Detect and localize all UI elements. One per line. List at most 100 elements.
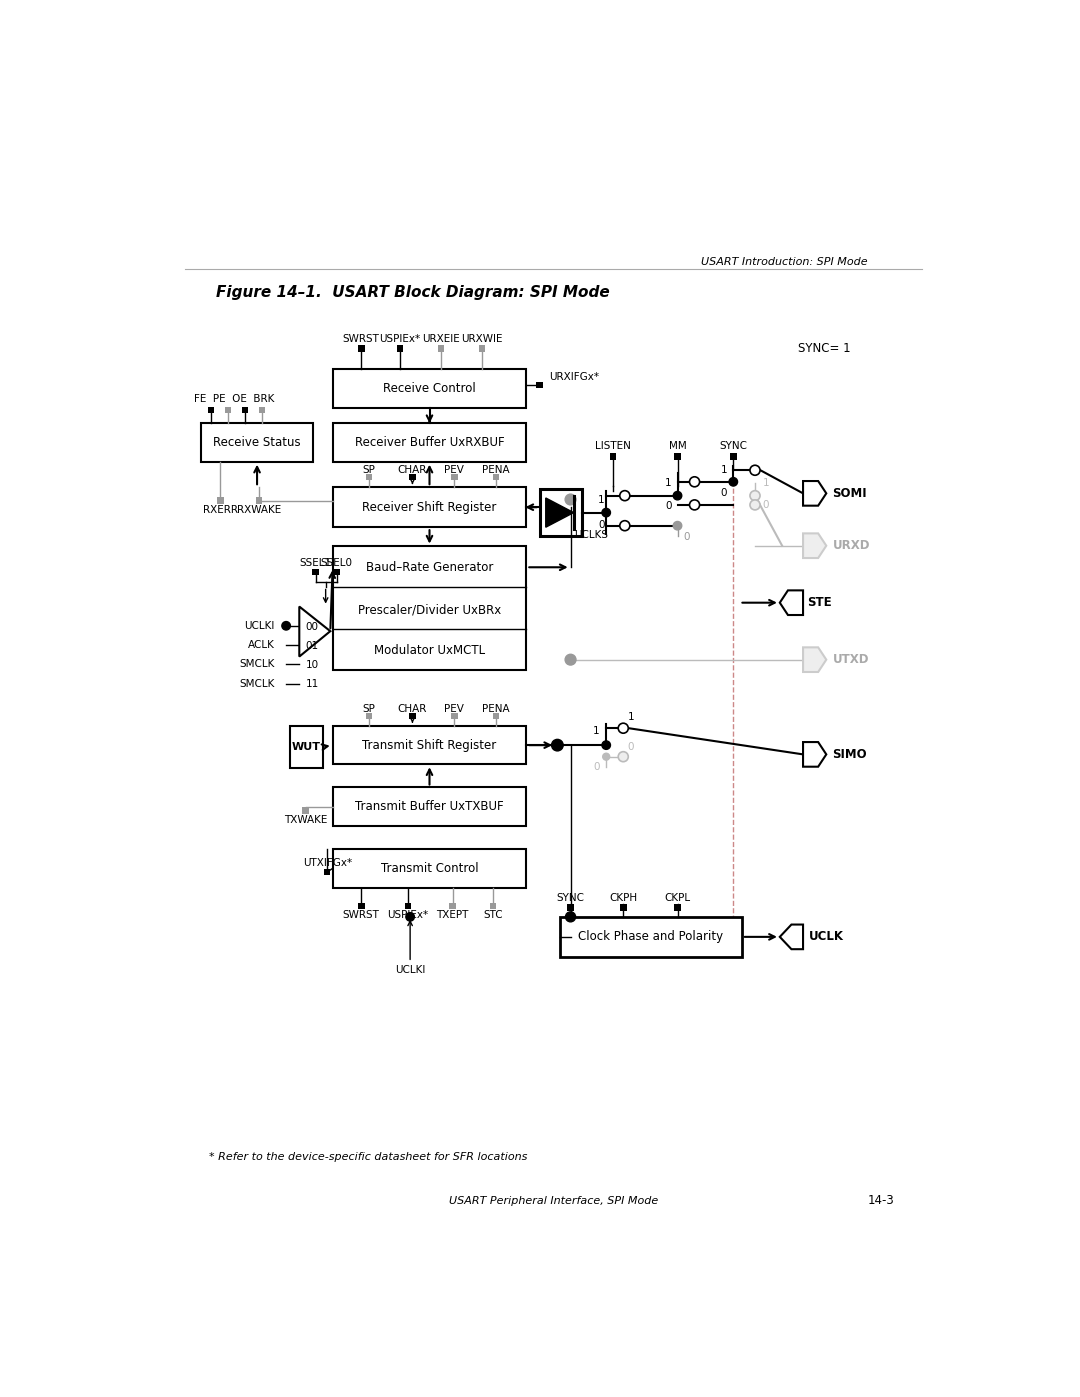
Bar — [409, 712, 416, 719]
Text: 00: 00 — [306, 622, 319, 631]
Text: FE  PE  OE  BRK: FE PE OE BRK — [194, 394, 274, 404]
FancyBboxPatch shape — [333, 726, 526, 764]
FancyBboxPatch shape — [333, 849, 526, 887]
Circle shape — [566, 912, 576, 922]
Circle shape — [565, 654, 576, 665]
Text: 1: 1 — [762, 478, 769, 489]
Polygon shape — [804, 742, 826, 767]
Bar — [537, 381, 543, 388]
Bar — [492, 474, 499, 481]
Bar — [207, 407, 214, 414]
Text: CKPL: CKPL — [664, 893, 690, 902]
Text: 0: 0 — [720, 489, 727, 499]
Bar — [256, 497, 262, 503]
Bar — [451, 474, 458, 481]
Text: STC: STC — [483, 911, 503, 921]
FancyBboxPatch shape — [291, 726, 323, 768]
Text: SYNC: SYNC — [719, 441, 747, 451]
Text: CKPH: CKPH — [609, 893, 637, 902]
Bar — [610, 453, 617, 460]
FancyBboxPatch shape — [333, 488, 526, 527]
Text: SIMO: SIMO — [833, 747, 867, 761]
Text: Baud–Rate Generator: Baud–Rate Generator — [366, 560, 494, 574]
Bar — [302, 807, 309, 814]
Text: Receiver Shift Register: Receiver Shift Register — [362, 500, 497, 514]
Bar — [366, 712, 373, 719]
Polygon shape — [299, 606, 330, 657]
Text: SMCLK: SMCLK — [239, 679, 274, 689]
Text: 0: 0 — [598, 520, 605, 529]
Text: URXEIE: URXEIE — [422, 334, 460, 344]
Circle shape — [406, 912, 415, 921]
Text: 0: 0 — [684, 532, 690, 542]
FancyBboxPatch shape — [333, 788, 526, 826]
Circle shape — [750, 490, 760, 500]
Bar — [217, 497, 224, 503]
Text: TXWAKE: TXWAKE — [284, 814, 327, 824]
Bar — [405, 902, 411, 909]
Bar — [489, 902, 497, 909]
Circle shape — [750, 500, 760, 510]
Text: 1: 1 — [627, 712, 634, 722]
Text: URXD: URXD — [833, 539, 870, 552]
Polygon shape — [804, 481, 826, 506]
Text: ACLK: ACLK — [247, 640, 274, 650]
Text: Figure 14–1.  USART Block Diagram: SPI Mode: Figure 14–1. USART Block Diagram: SPI Mo… — [216, 285, 610, 300]
Text: * Refer to the device-specific datasheet for SFR locations: * Refer to the device-specific datasheet… — [208, 1153, 527, 1162]
Text: Receive Status: Receive Status — [213, 436, 301, 448]
Text: CHAR: CHAR — [397, 465, 427, 475]
Text: UCLKI: UCLKI — [395, 965, 426, 975]
Polygon shape — [545, 497, 573, 527]
Text: WUT: WUT — [292, 742, 321, 752]
Text: SYNC= 1: SYNC= 1 — [798, 342, 850, 355]
Text: 14-3: 14-3 — [867, 1194, 894, 1207]
Circle shape — [620, 490, 630, 500]
Bar — [396, 345, 403, 352]
Text: SYNC: SYNC — [556, 893, 584, 902]
Text: CHAR: CHAR — [397, 704, 427, 714]
Circle shape — [673, 492, 681, 500]
Bar — [674, 453, 680, 460]
Text: USPIEx*: USPIEx* — [388, 911, 429, 921]
Text: MM: MM — [669, 441, 687, 451]
Text: USPIEx*: USPIEx* — [379, 334, 420, 344]
Circle shape — [602, 740, 610, 749]
Text: Modulator UxMCTL: Modulator UxMCTL — [374, 644, 485, 657]
Text: UCLKS: UCLKS — [575, 529, 608, 539]
Bar — [449, 902, 456, 909]
Text: SWRST: SWRST — [342, 911, 380, 921]
Polygon shape — [780, 925, 804, 949]
Polygon shape — [804, 647, 826, 672]
Bar — [357, 902, 365, 909]
Bar — [242, 407, 248, 414]
Bar — [334, 569, 340, 576]
Circle shape — [552, 739, 563, 752]
Text: 0: 0 — [665, 502, 672, 511]
Text: Receive Control: Receive Control — [383, 383, 476, 395]
Text: RXERR: RXERR — [203, 506, 238, 515]
FancyBboxPatch shape — [559, 916, 742, 957]
Text: STE: STE — [807, 597, 832, 609]
Circle shape — [618, 724, 629, 733]
Text: SP: SP — [363, 704, 376, 714]
Circle shape — [620, 521, 630, 531]
Circle shape — [689, 500, 700, 510]
Bar — [366, 474, 373, 481]
Bar — [225, 407, 231, 414]
Text: SOMI: SOMI — [833, 486, 867, 500]
Text: URXWIE: URXWIE — [461, 334, 503, 344]
Text: PEV: PEV — [444, 704, 464, 714]
Bar — [437, 345, 444, 352]
Bar — [451, 712, 458, 719]
Text: 0: 0 — [762, 500, 769, 510]
Circle shape — [689, 476, 700, 486]
Text: 0: 0 — [593, 761, 599, 771]
Text: USART Peripheral Interface, SPI Mode: USART Peripheral Interface, SPI Mode — [449, 1196, 658, 1206]
Circle shape — [603, 753, 610, 760]
Text: SP: SP — [363, 465, 376, 475]
Circle shape — [565, 495, 576, 504]
Text: Clock Phase and Polarity: Clock Phase and Polarity — [578, 930, 724, 943]
Text: 10: 10 — [306, 659, 319, 671]
Text: URXIFGx*: URXIFGx* — [550, 372, 599, 383]
FancyBboxPatch shape — [333, 369, 526, 408]
